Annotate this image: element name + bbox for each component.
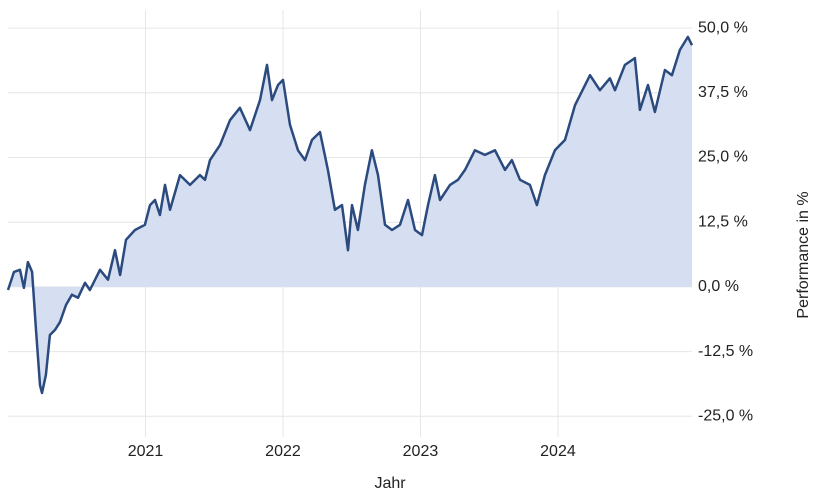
y-tick-label: 12,5 % (698, 213, 748, 230)
area (8, 36, 692, 394)
x-tick-label: 2022 (265, 443, 301, 460)
x-axis-label: Jahr (374, 475, 406, 492)
x-tick-label: 2024 (540, 443, 576, 460)
y-tick-label: 25,0 % (698, 149, 748, 166)
y-tick-label: 50,0 % (698, 19, 748, 36)
y-tick-label: 37,5 % (698, 84, 748, 101)
y-tick-label: -25,0 % (698, 408, 753, 425)
y-axis-label: Performance in % (795, 191, 812, 318)
line (6, 35, 694, 395)
x-tick-label: 2023 (403, 443, 439, 460)
y-tick-label: -12,5 % (698, 343, 753, 360)
y-tick-label: 0,0 % (698, 278, 739, 295)
x-tick-label: 2021 (128, 443, 164, 460)
